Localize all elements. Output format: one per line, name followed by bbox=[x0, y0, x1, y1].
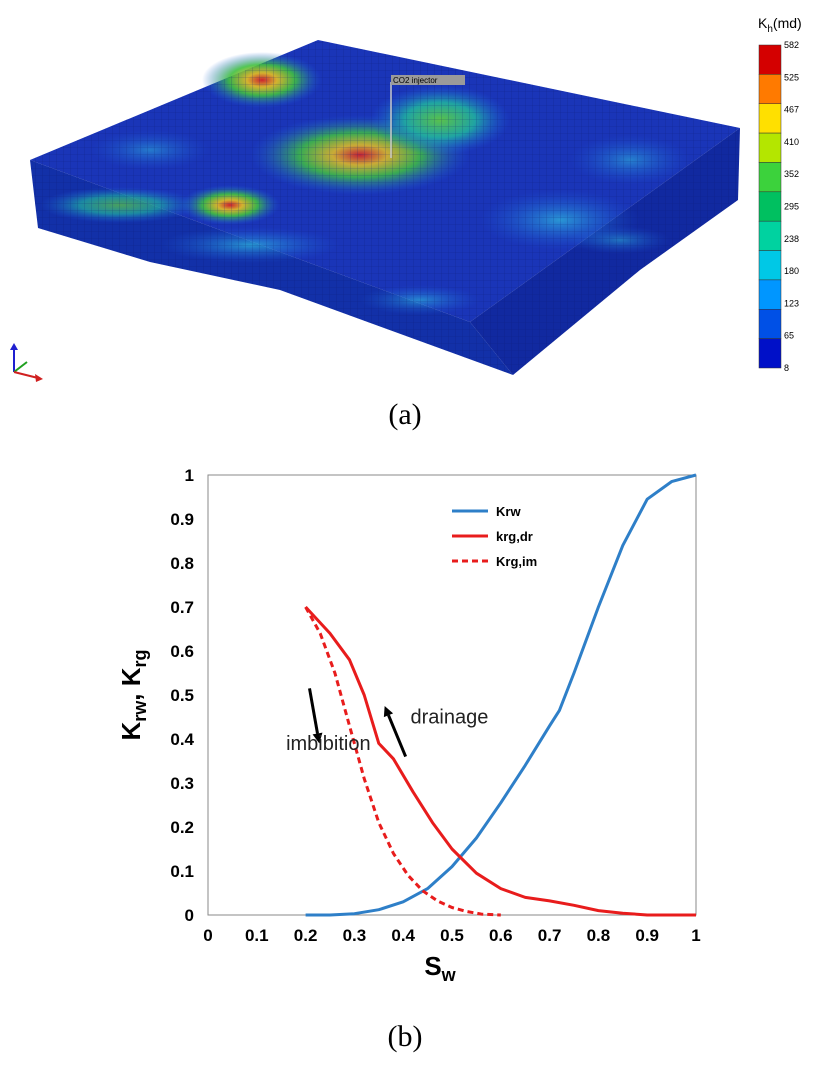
colorbar: Kh(md) 582 525 467 410 352 295 238 180 123 65 8 bbox=[758, 15, 802, 373]
colorbar-swatch bbox=[758, 279, 782, 310]
colorbar-swatch bbox=[758, 250, 782, 281]
plot-area bbox=[207, 474, 697, 916]
well-label-box bbox=[391, 75, 465, 85]
legend-label: krg,dr bbox=[496, 529, 533, 544]
drainage-arrow-head bbox=[383, 706, 394, 718]
x-tick-label: 0.1 bbox=[245, 926, 269, 945]
colorbar-title: Kh(md) bbox=[758, 15, 802, 35]
triad-z-arrowhead bbox=[10, 343, 18, 350]
model-block bbox=[30, 40, 740, 375]
y-tick-label: 0.2 bbox=[170, 818, 194, 837]
colorbar-tick-label: 123 bbox=[784, 298, 799, 308]
y-tick-label: 0.8 bbox=[170, 554, 194, 573]
x-tick-label: 0.7 bbox=[538, 926, 562, 945]
reservoir-model-figure: CO2 injector Kh(md) 582 525 467 410 352 295 23… bbox=[10, 15, 802, 382]
well-label: CO2 injector bbox=[393, 76, 438, 85]
legend-label: Krw bbox=[496, 504, 521, 519]
x-tick-label: 0.6 bbox=[489, 926, 513, 945]
series-line-krg-dr bbox=[304, 605, 696, 917]
imbibition-arrow-head bbox=[312, 732, 323, 744]
triad-y-axis bbox=[13, 361, 28, 373]
x-tick-label: 0.2 bbox=[294, 926, 318, 945]
colorbar-swatch bbox=[758, 103, 782, 134]
y-axis-title: Krw, Krg bbox=[116, 649, 150, 740]
x-tick-label: 0.8 bbox=[587, 926, 611, 945]
colorbar-tick-label: 238 bbox=[784, 234, 799, 244]
y-tick-label: 0 bbox=[185, 906, 194, 925]
colorbar-tick-label: 582 bbox=[784, 40, 799, 50]
series-line-krg-im bbox=[304, 606, 501, 917]
x-tick-label: 0.3 bbox=[343, 926, 367, 945]
relperm-chart: 0 0.1 0.2 0.3 0.4 0.5 0.6 0.7 0.8 0.9 1 0 0.1 0.2 0.3… bbox=[116, 466, 701, 985]
drainage-arrow bbox=[387, 714, 408, 758]
colorbar-tick-label: 180 bbox=[784, 266, 799, 276]
colorbar-swatch bbox=[758, 132, 782, 163]
y-tick-label: 0.4 bbox=[170, 730, 194, 749]
y-tick-label: 0.6 bbox=[170, 642, 194, 661]
colorbar-swatch bbox=[758, 162, 782, 193]
colorbar-tick-label: 525 bbox=[784, 72, 799, 82]
colorbar-tick-label: 8 bbox=[784, 363, 789, 373]
caption-a: (a) bbox=[388, 398, 422, 431]
x-tick-label: 0 bbox=[203, 926, 212, 945]
series-line-krw bbox=[305, 473, 697, 917]
y-tick-label: 0.9 bbox=[170, 510, 194, 529]
x-tick-label: 0.9 bbox=[635, 926, 659, 945]
x-tick-label: 0.4 bbox=[391, 926, 415, 945]
colorbar-swatch bbox=[758, 191, 782, 222]
axis-triad bbox=[10, 343, 43, 382]
x-tick-label: 1 bbox=[691, 926, 700, 945]
x-tick-label: 0.5 bbox=[440, 926, 464, 945]
colorbar-swatch bbox=[758, 338, 782, 369]
imbibition-arrow bbox=[308, 688, 319, 734]
caption-b: (b) bbox=[387, 1020, 423, 1053]
colorbar-tick-label: 65 bbox=[784, 331, 794, 341]
colorbar-swatch bbox=[758, 220, 782, 251]
colorbar-tick-label: 410 bbox=[784, 137, 799, 147]
colorbar-swatch bbox=[758, 74, 782, 104]
colorbar-tick-label: 352 bbox=[784, 169, 799, 179]
y-tick-label: 0.7 bbox=[170, 598, 194, 617]
annotation-drainage: drainage bbox=[411, 707, 489, 729]
colorbar-tick-label: 467 bbox=[784, 105, 799, 115]
colorbar-tick-label: 295 bbox=[784, 202, 799, 212]
y-tick-label: 0.1 bbox=[170, 862, 194, 881]
triad-x-arrowhead bbox=[35, 374, 43, 382]
annotation-imbibition: imbibition bbox=[286, 733, 370, 755]
colorbar-swatch bbox=[758, 44, 782, 75]
triad-x-axis bbox=[13, 371, 39, 379]
y-tick-label: 0.3 bbox=[170, 774, 194, 793]
colorbar-swatch bbox=[758, 309, 782, 339]
x-axis-title: Sw bbox=[424, 951, 456, 985]
y-tick-label: 0.5 bbox=[170, 686, 194, 705]
y-tick-label: 1 bbox=[185, 466, 194, 485]
legend-label: Krg,im bbox=[496, 554, 537, 569]
